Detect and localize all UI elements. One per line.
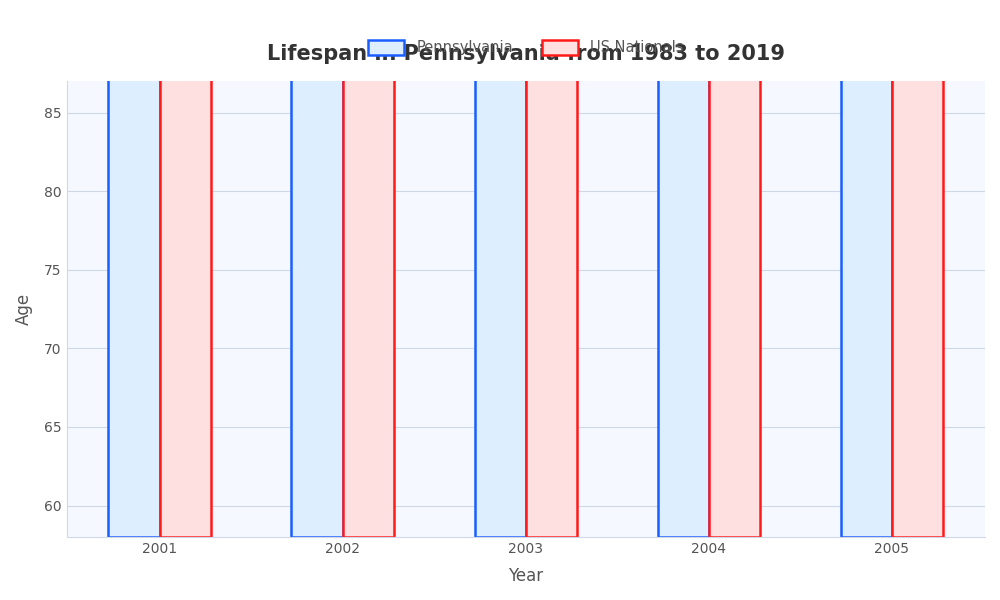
Bar: [343, 0, 394, 537]
Bar: [892, 0, 943, 537]
Bar: [709, 0, 760, 537]
Bar: [658, 0, 709, 537]
Legend: Pennsylvania, US Nationals: Pennsylvania, US Nationals: [362, 34, 689, 61]
Bar: [160, 0, 211, 537]
Bar: [526, 0, 577, 537]
Bar: [475, 0, 526, 537]
X-axis label: Year: Year: [508, 567, 543, 585]
Bar: [108, 0, 160, 537]
Bar: [841, 0, 892, 537]
Y-axis label: Age: Age: [15, 293, 33, 325]
Title: Lifespan in Pennsylvania from 1983 to 2019: Lifespan in Pennsylvania from 1983 to 20…: [267, 44, 785, 64]
Bar: [291, 0, 343, 537]
